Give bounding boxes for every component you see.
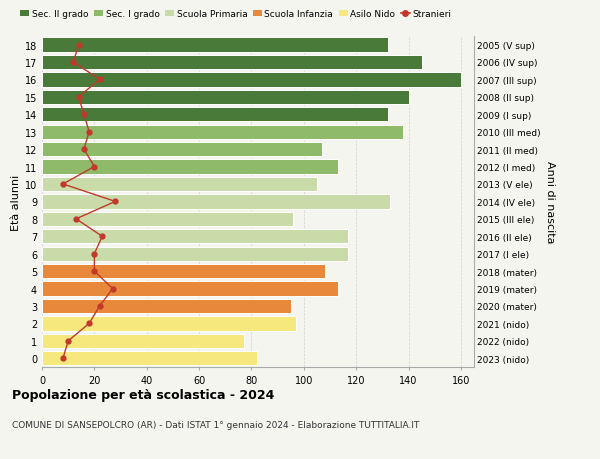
Text: COMUNE DI SANSEPOLCRO (AR) - Dati ISTAT 1° gennaio 2024 - Elaborazione TUTTITALI: COMUNE DI SANSEPOLCRO (AR) - Dati ISTAT … xyxy=(12,420,419,429)
Bar xyxy=(42,282,338,296)
Bar xyxy=(42,56,422,70)
Bar xyxy=(42,143,322,157)
Bar xyxy=(42,195,390,209)
Bar xyxy=(42,160,338,174)
Bar xyxy=(42,178,317,192)
Y-axis label: Anni di nascita: Anni di nascita xyxy=(545,161,554,243)
Bar xyxy=(42,230,349,244)
Bar xyxy=(42,264,325,279)
Bar xyxy=(42,125,403,140)
Bar xyxy=(42,247,349,261)
Text: Popolazione per età scolastica - 2024: Popolazione per età scolastica - 2024 xyxy=(12,388,274,401)
Bar xyxy=(42,352,257,366)
Bar xyxy=(42,73,461,87)
Legend: Sec. II grado, Sec. I grado, Scuola Primaria, Scuola Infanzia, Asilo Nido, Stran: Sec. II grado, Sec. I grado, Scuola Prim… xyxy=(17,7,455,23)
Bar xyxy=(42,334,244,348)
Bar xyxy=(42,38,388,52)
Bar xyxy=(42,299,291,313)
Bar xyxy=(42,108,388,122)
Bar xyxy=(42,317,296,331)
Y-axis label: Età alunni: Età alunni xyxy=(11,174,20,230)
Bar xyxy=(42,90,409,105)
Bar xyxy=(42,212,293,226)
